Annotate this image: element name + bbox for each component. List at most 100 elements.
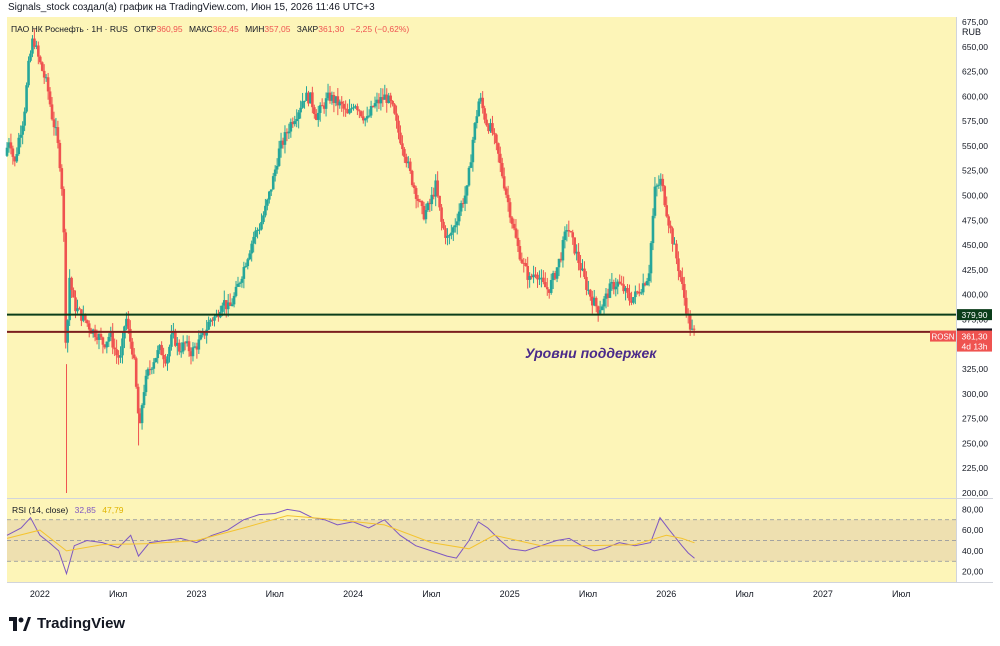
tradingview-logo[interactable]: TradingView <box>9 615 125 632</box>
candle-body <box>332 94 336 104</box>
price-axis-background <box>956 17 993 582</box>
candle-body <box>305 92 308 101</box>
candle-body <box>616 281 620 287</box>
candle-body <box>324 98 328 109</box>
candle-body <box>555 267 559 279</box>
candle-body <box>316 112 320 120</box>
candle-body <box>406 161 410 164</box>
y-tick-label: 625,00 <box>962 67 988 77</box>
y-tick-label: 425,00 <box>962 265 988 275</box>
candle-body <box>144 375 148 393</box>
candle-body <box>121 338 124 356</box>
candle-body <box>150 368 154 370</box>
candle-body <box>197 339 201 350</box>
candle-body <box>207 321 210 330</box>
candle-body <box>502 176 506 189</box>
candle-body <box>479 97 483 102</box>
candle-body <box>604 293 608 299</box>
candle-body <box>375 99 379 104</box>
candle-body <box>667 216 670 226</box>
y-tick-label: 225,00 <box>962 463 988 473</box>
price-axis: 675,00 650,00 625,00 600,00 575,00 550,00 525,… <box>962 17 988 498</box>
candle-body <box>420 200 424 207</box>
candle-body <box>105 341 109 348</box>
candle-body <box>639 292 643 294</box>
candle-body <box>279 140 283 149</box>
candle-body <box>56 127 60 143</box>
rsi-tick-label: 20,00 <box>962 567 984 577</box>
candle-body <box>669 225 672 229</box>
candle-body <box>483 108 486 120</box>
candle-body <box>397 120 400 133</box>
price-tag: 379,90 <box>962 310 988 320</box>
candle-body <box>524 263 528 267</box>
candle-body <box>234 286 238 296</box>
candle-body <box>297 112 300 119</box>
candle-body <box>252 236 255 244</box>
candle-body <box>401 143 404 150</box>
legend: ПАО НК Роснефть · 1Н · RUS ОТКР360,95 МА… <box>11 24 409 34</box>
candle-body <box>264 205 267 216</box>
candle-body <box>295 118 299 122</box>
candle-body <box>222 300 226 306</box>
candle-body <box>344 108 347 110</box>
candle-body <box>226 302 230 310</box>
y-tick-label: 250,00 <box>962 438 988 448</box>
legend-close: 361,30 <box>318 24 344 34</box>
candle-body <box>665 205 668 217</box>
candle-body <box>606 293 610 298</box>
candle-body <box>360 111 363 117</box>
candle-body <box>248 253 252 260</box>
candle-body <box>109 332 113 337</box>
candle-body <box>330 94 334 101</box>
candle-body <box>271 176 275 190</box>
candle-body <box>211 319 214 321</box>
candle-body <box>498 153 502 164</box>
candle-body <box>624 287 627 292</box>
candle-body <box>140 405 144 424</box>
candle-body <box>291 121 295 125</box>
candle-body <box>410 170 414 186</box>
candle-body <box>408 161 412 171</box>
candle-body <box>281 140 285 145</box>
x-tick-label: Июл <box>735 589 753 599</box>
candle-body <box>277 148 281 166</box>
candle-body <box>246 259 250 267</box>
candle-body <box>641 283 645 293</box>
candle-body <box>424 210 428 220</box>
candle-body <box>504 188 508 195</box>
candle-body <box>530 275 533 278</box>
candle-body <box>414 188 418 199</box>
candle-body <box>688 314 692 330</box>
candle-body <box>636 291 639 293</box>
candle-body <box>25 85 28 112</box>
candle-body <box>199 334 203 340</box>
candle-body <box>563 231 567 241</box>
price-tag-bg <box>957 330 992 342</box>
legend-close-label: ЗАКР <box>297 24 319 34</box>
candle-body <box>365 116 369 119</box>
candle-body <box>148 369 152 371</box>
candle-body <box>303 100 306 102</box>
candle-body <box>179 351 183 353</box>
candle-body <box>618 281 622 284</box>
candle-body <box>146 369 150 376</box>
candle-body <box>559 258 563 261</box>
candle-body <box>630 300 633 303</box>
candle-body <box>142 392 146 406</box>
candle-body <box>130 341 134 355</box>
y-tick-label: 300,00 <box>962 389 988 399</box>
candle-body <box>320 105 324 107</box>
candle-body <box>684 297 688 314</box>
price-tag-bg <box>957 309 992 321</box>
candle-body <box>422 206 426 220</box>
candle-body <box>565 230 569 232</box>
candle-body <box>275 165 279 170</box>
rsi-legend: RSI (14, close) 32,85 47,79 <box>12 505 124 515</box>
candle-body <box>311 92 314 108</box>
candle-body <box>614 286 618 290</box>
tradingview-logo-text: TradingView <box>37 615 126 632</box>
candle-body <box>692 328 696 330</box>
